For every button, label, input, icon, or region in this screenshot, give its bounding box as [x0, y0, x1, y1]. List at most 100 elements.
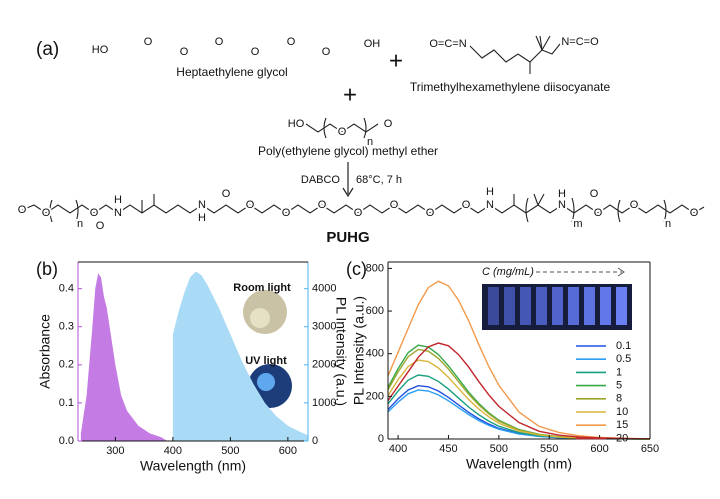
plus-sign: + — [343, 81, 357, 108]
x-tick-label: 600 — [279, 445, 297, 457]
arrow-head — [617, 267, 625, 277]
atom-label: n — [77, 218, 83, 230]
y-tick-label: 0.3 — [59, 321, 74, 333]
x-tick-label: 500 — [490, 443, 508, 455]
y-tick-label: 400 — [366, 348, 384, 360]
panel-label: (a) — [36, 39, 59, 60]
photo-highlight — [257, 373, 275, 391]
x-tick-label: 600 — [590, 443, 608, 455]
atom-label: O — [426, 207, 435, 219]
atom-label: m — [573, 218, 582, 230]
x-tick-label: 400 — [164, 445, 182, 457]
arrow-head — [342, 187, 354, 198]
atom-label: N — [114, 207, 122, 219]
legend-label: 0.1 — [616, 340, 631, 352]
photo-highlight — [250, 308, 270, 328]
y2-tick-label: 3000 — [312, 321, 336, 333]
x-tick-label: 650 — [641, 443, 659, 455]
vials — [488, 287, 627, 325]
atom-label: O=C=N — [429, 38, 466, 50]
y-tick-label: 0 — [378, 433, 384, 445]
atom-label: H — [486, 186, 494, 198]
bond-skeleton — [535, 35, 543, 51]
x-tick-label: 450 — [439, 443, 457, 455]
y-tick-label: 0.0 — [59, 435, 74, 447]
bracket — [323, 117, 367, 139]
reactant-name: Poly(ethylene glycol) methyl ether — [258, 144, 438, 158]
y2-tick-label: 2000 — [312, 359, 336, 371]
atom-label: O — [354, 207, 363, 219]
vial — [552, 287, 563, 325]
atom-label: O — [96, 220, 105, 232]
atom-label: H — [198, 212, 206, 224]
area — [80, 273, 168, 441]
line — [387, 280, 651, 440]
bond-skeleton — [539, 35, 543, 51]
atom-label: O — [144, 36, 153, 48]
y-tick-label: 200 — [366, 390, 384, 402]
line — [387, 344, 651, 440]
vial — [584, 287, 595, 325]
vial — [488, 287, 499, 325]
atom-label: O — [18, 204, 27, 216]
legend-label: 5 — [616, 380, 622, 392]
vial — [520, 287, 531, 325]
annotation: Room light — [233, 282, 291, 294]
y2-tick-label: 0 — [312, 435, 318, 447]
atom-label: HO — [92, 44, 109, 56]
atom-label: O — [318, 199, 327, 211]
legend-label: 20 — [616, 432, 628, 444]
bond-skeleton — [469, 43, 561, 63]
atom-label: N=C=O — [561, 36, 599, 48]
atom-label: OH — [364, 38, 381, 50]
atom-label: O — [222, 188, 231, 200]
y-tick-label: 0.1 — [59, 397, 74, 409]
x-tick-label: 500 — [221, 445, 239, 457]
atom-label: N — [198, 199, 206, 211]
reactant-name: Heptaethylene glycol — [176, 65, 287, 79]
panel-label: (c) — [346, 259, 367, 279]
atom-label: H — [114, 194, 122, 206]
vial — [600, 287, 611, 325]
vial — [616, 287, 627, 325]
atom-label: O — [180, 46, 189, 58]
bracket — [49, 197, 667, 223]
vial — [536, 287, 547, 325]
atom-label: O — [590, 188, 599, 200]
legend-label: 8 — [616, 393, 622, 405]
annotation: UV light — [245, 355, 287, 367]
bond-skeleton — [533, 193, 539, 206]
vial — [504, 287, 515, 325]
atom-label: N — [486, 199, 494, 211]
reactant-name: Trimethylhexamethylene diisocyanate — [410, 80, 611, 94]
bond-skeleton — [541, 35, 551, 51]
x-axis-label: Wavelength (nm) — [140, 458, 246, 474]
atom-label: N — [558, 199, 566, 211]
atom-label: O — [90, 207, 99, 219]
y2-tick-label: 1000 — [312, 397, 336, 409]
y-tick-label: 800 — [366, 262, 384, 274]
catalyst: DABCO — [301, 174, 341, 186]
atom-label: O — [282, 207, 291, 219]
y-tick-label: 0.2 — [59, 359, 74, 371]
area — [172, 271, 308, 441]
x-tick-label: 550 — [540, 443, 558, 455]
atom-label: n — [665, 218, 671, 230]
atom-label: O — [390, 199, 399, 211]
x-tick-label: 300 — [106, 445, 124, 457]
legend-label: 15 — [616, 419, 628, 431]
x-axis-label: Wavelength (nm) — [466, 456, 572, 472]
plus-sign: + — [389, 47, 403, 74]
panel-label: (b) — [36, 259, 58, 279]
legend-label: 10 — [616, 406, 628, 418]
vial — [568, 287, 579, 325]
atom-label: O — [246, 199, 255, 211]
atom-label: O — [322, 46, 331, 58]
legend-label: 1 — [616, 366, 622, 378]
atom-label: HO — [288, 118, 305, 130]
atom-label: O — [251, 46, 260, 58]
conditions: 68°C, 7 h — [356, 174, 402, 186]
atom-label: O — [462, 199, 471, 211]
bond-skeleton — [537, 193, 545, 206]
atom-label: O — [287, 36, 296, 48]
